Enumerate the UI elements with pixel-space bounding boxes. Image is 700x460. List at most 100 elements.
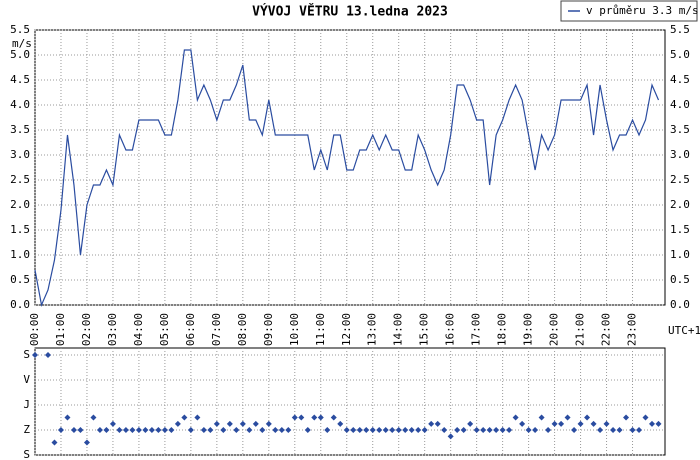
data-point — [636, 427, 643, 433]
data-point — [571, 427, 578, 433]
data-point — [129, 427, 136, 433]
data-point — [623, 414, 630, 421]
data-point — [174, 420, 181, 427]
data-point — [532, 427, 539, 433]
data-point — [415, 427, 422, 433]
y-tick-label-right: 5.5 — [670, 23, 690, 36]
data-point — [584, 414, 591, 421]
data-point — [363, 427, 370, 433]
data-point — [57, 427, 64, 433]
data-point — [64, 414, 71, 421]
data-point — [96, 427, 103, 433]
x-tick-label: 10:00 — [288, 313, 301, 346]
x-tick-label: 13:00 — [366, 313, 379, 346]
data-point — [285, 427, 292, 433]
y-tick-label-right: 1.5 — [670, 223, 690, 236]
x-tick-label: 18:00 — [496, 313, 509, 346]
x-tick-label: 21:00 — [574, 313, 587, 346]
data-point — [291, 414, 298, 421]
x-tick-label: 09:00 — [262, 313, 275, 346]
data-point — [408, 427, 415, 433]
x-tick-label: 19:00 — [522, 313, 535, 346]
data-point — [311, 414, 318, 421]
data-point — [460, 427, 467, 433]
data-point — [428, 420, 435, 427]
data-point — [486, 427, 493, 433]
data-point — [577, 420, 584, 427]
y-tick-label-right: 2.0 — [670, 198, 690, 211]
data-point — [421, 427, 428, 433]
y-tick-label: 4.5 — [10, 73, 30, 86]
data-point — [103, 427, 110, 433]
y-tick-label: 2.5 — [10, 173, 30, 186]
data-point — [454, 427, 461, 433]
y-tick-label: 2.0 — [10, 198, 30, 211]
data-point — [265, 420, 272, 427]
data-point — [402, 427, 409, 433]
x-tick-label: 05:00 — [158, 313, 171, 346]
data-point — [278, 427, 285, 433]
x-tick-label: 20:00 — [548, 313, 561, 346]
data-point — [343, 427, 350, 433]
data-point — [649, 420, 656, 427]
data-point — [135, 427, 142, 433]
data-point — [70, 427, 77, 433]
y-tick-label: Z — [23, 423, 30, 436]
data-point — [161, 427, 168, 433]
legend-label: v průměru 3.3 m/s — [586, 4, 699, 17]
data-point — [32, 352, 38, 358]
data-point — [603, 420, 610, 427]
data-point — [551, 420, 558, 427]
data-point — [350, 427, 357, 433]
data-point — [467, 420, 474, 427]
data-point — [194, 414, 201, 421]
data-point — [324, 427, 331, 433]
x-tick-label: 03:00 — [106, 313, 119, 346]
data-point — [356, 427, 363, 433]
x-tick-label: 22:00 — [600, 313, 613, 346]
data-point — [90, 414, 97, 421]
data-point — [148, 427, 155, 433]
legend-box — [560, 0, 698, 22]
x-tick-label: 04:00 — [132, 313, 145, 346]
y-tick-label: 1.0 — [10, 248, 30, 261]
x-tick-label: 16:00 — [444, 313, 457, 346]
y-tick-label: 1.5 — [10, 223, 30, 236]
data-point — [376, 427, 383, 433]
y-tick-label: 4.0 — [10, 98, 30, 111]
data-point — [304, 427, 311, 433]
data-point — [506, 427, 513, 433]
y-tick-label: 0.0 — [10, 298, 30, 311]
y-tick-label: 0.5 — [10, 273, 30, 286]
data-point — [77, 427, 84, 433]
x-tick-label: 06:00 — [184, 313, 197, 346]
data-point — [207, 427, 214, 433]
data-point — [558, 420, 565, 427]
y-tick-label: 5.5 — [10, 23, 30, 36]
y-tick-label: 3.5 — [10, 123, 30, 136]
x-tick-label: 01:00 — [54, 313, 67, 346]
data-point — [168, 427, 175, 433]
data-point — [538, 414, 545, 421]
y-tick-label: S — [23, 348, 30, 361]
y-tick-label: S — [23, 448, 30, 460]
x-tick-label: 14:00 — [392, 313, 405, 346]
data-point — [272, 427, 279, 433]
x-axis-label: UTC+1 — [668, 324, 700, 337]
y-tick-label-right: 2.5 — [670, 173, 690, 186]
x-tick-label: 15:00 — [418, 313, 431, 346]
x-tick-label: 07:00 — [210, 313, 223, 346]
y-tick-label: V — [23, 373, 30, 386]
data-point — [213, 420, 220, 427]
data-point — [642, 414, 649, 421]
y-tick-label-right: 0.0 — [670, 298, 690, 311]
data-point — [512, 414, 519, 421]
data-point — [382, 427, 389, 433]
x-tick-label: 17:00 — [470, 313, 483, 346]
y-tick-label-right: 0.5 — [670, 273, 690, 286]
data-point — [564, 414, 571, 421]
y-tick-label-right: 3.0 — [670, 148, 690, 161]
data-point — [610, 427, 617, 433]
data-point — [447, 433, 454, 440]
